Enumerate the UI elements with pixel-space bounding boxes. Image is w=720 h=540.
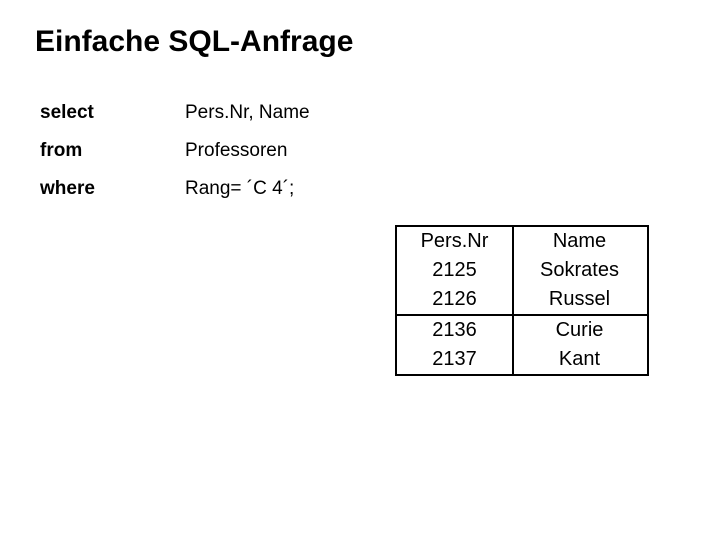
result-cell: Kant [512,345,647,374]
query-keyword: where [40,170,185,208]
query-keyword: from [40,132,185,170]
query-value: Professoren [185,132,310,170]
result-cell: Russel [512,285,647,315]
query-row: where Rang= ´C 4´; [40,170,310,208]
result-row: 2136 Curie [397,315,647,345]
query-value: Rang= ´C 4´; [185,170,310,208]
result-cell: 2125 [397,256,512,285]
result-cell: 2126 [397,285,512,315]
result-header-row: Pers.Nr Name [397,227,647,256]
query-row: select Pers.Nr, Name [40,94,310,132]
result-header-cell: Pers.Nr [397,227,512,256]
result-cell: 2137 [397,345,512,374]
sql-query-table: select Pers.Nr, Name from Professoren wh… [40,94,310,208]
column-divider [512,227,514,374]
result-table-container: Pers.Nr Name 2125 Sokrates 2126 Russel 2… [395,225,649,376]
result-row: 2125 Sokrates [397,256,647,285]
result-cell: Sokrates [512,256,647,285]
query-row: from Professoren [40,132,310,170]
result-cell: Curie [512,315,647,345]
page-title: Einfache SQL-Anfrage [35,25,690,59]
result-row: 2137 Kant [397,345,647,374]
query-keyword: select [40,94,185,132]
result-table: Pers.Nr Name 2125 Sokrates 2126 Russel 2… [397,227,647,374]
query-value: Pers.Nr, Name [185,94,310,132]
result-header-cell: Name [512,227,647,256]
result-cell: 2136 [397,315,512,345]
result-row: 2126 Russel [397,285,647,315]
